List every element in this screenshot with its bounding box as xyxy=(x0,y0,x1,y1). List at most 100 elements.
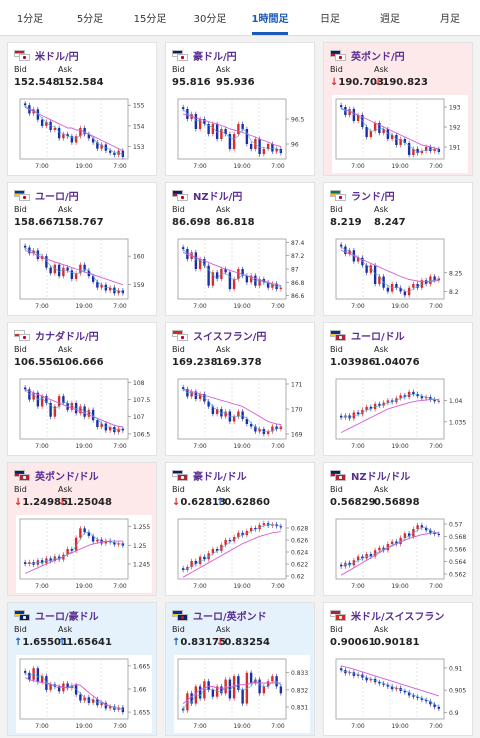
pair-card-eurjpy[interactable]: ユーロ/円 Bid Ask 158.667 158.767 160 159 7:00 19:00… xyxy=(7,182,157,316)
tab-5[interactable]: 日足 xyxy=(320,14,340,25)
candle-body xyxy=(100,423,103,427)
price-chart[interactable]: 0.91 0.905 0.9 7:00 19:00 7:00 xyxy=(332,655,468,733)
x-tick-label: 7:00 xyxy=(35,303,49,310)
candlestick-chart: 87.4 87.2 87 86.8 86.6 7:00 19:00 7:00 xyxy=(177,238,305,310)
bid-value: 1.03986 xyxy=(330,357,376,368)
price-chart[interactable]: 8.25 8.2 7:00 19:00 7:00 xyxy=(332,235,468,313)
pair-title[interactable]: 米ドル/スイスフラン xyxy=(330,608,444,623)
price-chart[interactable]: 1.04 1.035 7:00 19:00 7:00 xyxy=(332,375,468,453)
candle-body xyxy=(271,676,274,682)
candle-body xyxy=(96,142,99,149)
bid-value: 95.816 xyxy=(172,77,211,88)
pair-title[interactable]: スイスフラン/円 xyxy=(172,328,266,343)
tab-0[interactable]: 1分足 xyxy=(16,14,44,25)
candle-body xyxy=(228,272,232,289)
pair-title[interactable]: 英ポンド/ドル xyxy=(14,468,99,483)
price-chart[interactable]: 160 159 7:00 19:00 7:00 xyxy=(16,235,152,313)
bid-label: Bid xyxy=(14,65,27,74)
us-ch-flag-icon xyxy=(330,610,346,621)
price-chart[interactable]: 155 154 153 7:00 19:00 7:00 xyxy=(16,95,152,173)
x-tick-label: 7:00 xyxy=(351,163,365,170)
pair-card-zarjpy[interactable]: ランド/円 Bid Ask 8.219 8.247 8.25 8.2 7:00 19:00 7:0… xyxy=(323,182,473,316)
price-chart[interactable]: 1.665 1.66 1.655 7:00 19:00 7:00 xyxy=(16,655,152,733)
candle-body xyxy=(378,547,381,551)
y-tick-label: 107 xyxy=(133,414,145,421)
bid-value: ↓0.62813 xyxy=(172,497,226,508)
candle-body xyxy=(365,127,368,137)
ask-value: ↓0.83254 xyxy=(216,637,270,648)
candle-body xyxy=(249,275,253,283)
pair-title[interactable]: NZドル/ドル xyxy=(330,468,410,483)
pair-card-usdjpy[interactable]: 米ドル/円 Bid Ask 152.548 152.584 155 154 153 7:00 19… xyxy=(7,42,157,176)
pair-title[interactable]: 豪ドル/ドル xyxy=(172,468,247,483)
pair-title[interactable]: ユーロ/円 xyxy=(14,188,79,203)
candle-body xyxy=(437,278,441,281)
y-tick-label: 0.9 xyxy=(449,710,459,717)
pair-card-nzdjpy[interactable]: NZドル/円 Bid Ask 86.698 86.818 87.4 87.2 87 86.8 86… xyxy=(165,182,315,316)
price-chart[interactable]: 0.57 0.568 0.566 0.564 0.562 7:00 19:00 7:00 xyxy=(332,515,468,593)
pair-card-eurgbp[interactable]: ユーロ/英ポンド Bid Ask ↑0.83175 ↓0.83254 0.833 0.832… xyxy=(165,602,315,736)
x-tick-label: 7:00 xyxy=(113,303,127,310)
ca-jp-flag-icon xyxy=(14,330,30,341)
candle-body xyxy=(108,427,112,431)
pair-title[interactable]: NZドル/円 xyxy=(172,188,242,203)
pair-card-cadjpy[interactable]: カナダドル/円 Bid Ask 106.556 106.666 108 107.5 107 10… xyxy=(7,322,157,456)
pair-title[interactable]: ユーロ/ドル xyxy=(330,328,405,343)
candle-body xyxy=(412,284,415,288)
y-tick-label: 0.831 xyxy=(291,705,308,712)
x-tick-label: 7:00 xyxy=(429,303,443,310)
tab-4[interactable]: 1時間足 xyxy=(240,0,300,35)
price-chart[interactable]: 0.628 0.626 0.624 0.622 0.62 7:00 19:00 7:00 xyxy=(174,515,310,593)
price-chart[interactable]: 0.833 0.832 0.831 7:00 19:00 7:00 xyxy=(174,655,310,733)
tab-2[interactable]: 15分足 xyxy=(133,14,167,25)
pair-title[interactable]: ランド/円 xyxy=(330,188,395,203)
pair-title[interactable]: ユーロ/英ポンド xyxy=(172,608,267,623)
tab-6[interactable]: 週足 xyxy=(380,14,400,25)
y-tick-label: 0.622 xyxy=(291,562,308,569)
pair-title[interactable]: 英ポンド/円 xyxy=(330,48,405,63)
pair-card-audusd[interactable]: 豪ドル/ドル Bid Ask ↓0.62813 ↑0.62860 0.628 0.626 0.… xyxy=(165,462,315,596)
pair-card-nzdusd[interactable]: NZドル/ドル Bid Ask 0.56829 0.56898 0.57 0.568 0.56… xyxy=(323,462,473,596)
price-chart[interactable]: 171 170 169 7:00 19:00 7:00 xyxy=(174,375,310,453)
price-chart[interactable]: 108 107.5 107 106.5 7:00 19:00 7:00 xyxy=(16,375,152,453)
candle-body xyxy=(403,291,407,296)
candle-body xyxy=(356,674,360,676)
price-chart[interactable]: 1.255 1.25 1.245 7:00 19:00 7:00 xyxy=(16,515,152,593)
price-chart[interactable]: 87.4 87.2 87 86.8 86.6 7:00 19:00 7:00 xyxy=(174,235,310,313)
candle-body xyxy=(53,127,57,131)
candle-body xyxy=(365,406,368,410)
pair-title[interactable]: ユーロ/豪ドル xyxy=(14,608,99,623)
x-tick-label: 7:00 xyxy=(271,583,285,590)
pair-name: 英ポンド/円 xyxy=(351,52,405,63)
candle-body xyxy=(100,144,103,149)
pair-card-usdchf[interactable]: 米ドル/スイスフラン Bid Ask 0.90061 0.90181 0.91 0.905 0… xyxy=(323,602,473,736)
candle-body xyxy=(386,287,390,292)
price-chart[interactable]: 96.5 96 7:00 19:00 7:00 xyxy=(174,95,310,173)
pair-card-chfjpy[interactable]: スイスフラン/円 Bid Ask 169.238 169.378 171 170 169 7:0… xyxy=(165,322,315,456)
pair-title[interactable]: 米ドル/円 xyxy=(14,48,79,63)
pair-title[interactable]: 豪ドル/円 xyxy=(172,48,237,63)
tab-1[interactable]: 5分足 xyxy=(76,14,104,25)
price-chart[interactable]: 193 192 191 7:00 19:00 7:00 xyxy=(332,95,468,173)
candle-body xyxy=(57,264,61,277)
candle-body xyxy=(390,686,394,690)
pair-card-gbpusd[interactable]: 英ポンド/ドル Bid Ask ↓1.24985 ↓1.25048 1.255 1.25 1.… xyxy=(7,462,157,596)
pair-title[interactable]: カナダドル/円 xyxy=(14,328,99,343)
tab-3[interactable]: 30分足 xyxy=(193,14,227,25)
tab-7[interactable]: 月足 xyxy=(440,14,460,25)
candle-body xyxy=(373,123,377,131)
candle-body xyxy=(57,127,61,139)
pair-card-eurusd[interactable]: ユーロ/ドル Bid Ask 1.03986 1.04076 1.04 1.035 7:00 1… xyxy=(323,322,473,456)
pair-card-gbpjpy[interactable]: 英ポンド/円 Bid Ask ↓190.703 ↓190.823 193 192 191 7:0… xyxy=(323,42,473,176)
x-tick-label: 7:00 xyxy=(351,443,365,450)
candle-body xyxy=(395,284,398,288)
pair-card-audjpy[interactable]: 豪ドル/円 Bid Ask 95.816 95.936 96.5 96 7:00 19:00 7:… xyxy=(165,42,315,176)
candle-body xyxy=(91,138,95,143)
y-tick-label: 0.564 xyxy=(449,559,466,566)
x-tick-label: 7:00 xyxy=(271,723,285,730)
pair-card-euraud[interactable]: ユーロ/豪ドル Bid Ask ↑1.65501 ↑1.65641 1.665 1.66 1.… xyxy=(7,602,157,736)
candle-body xyxy=(91,276,95,282)
candle-body xyxy=(356,257,360,262)
candle-body xyxy=(117,428,120,433)
candle-body xyxy=(245,129,249,144)
